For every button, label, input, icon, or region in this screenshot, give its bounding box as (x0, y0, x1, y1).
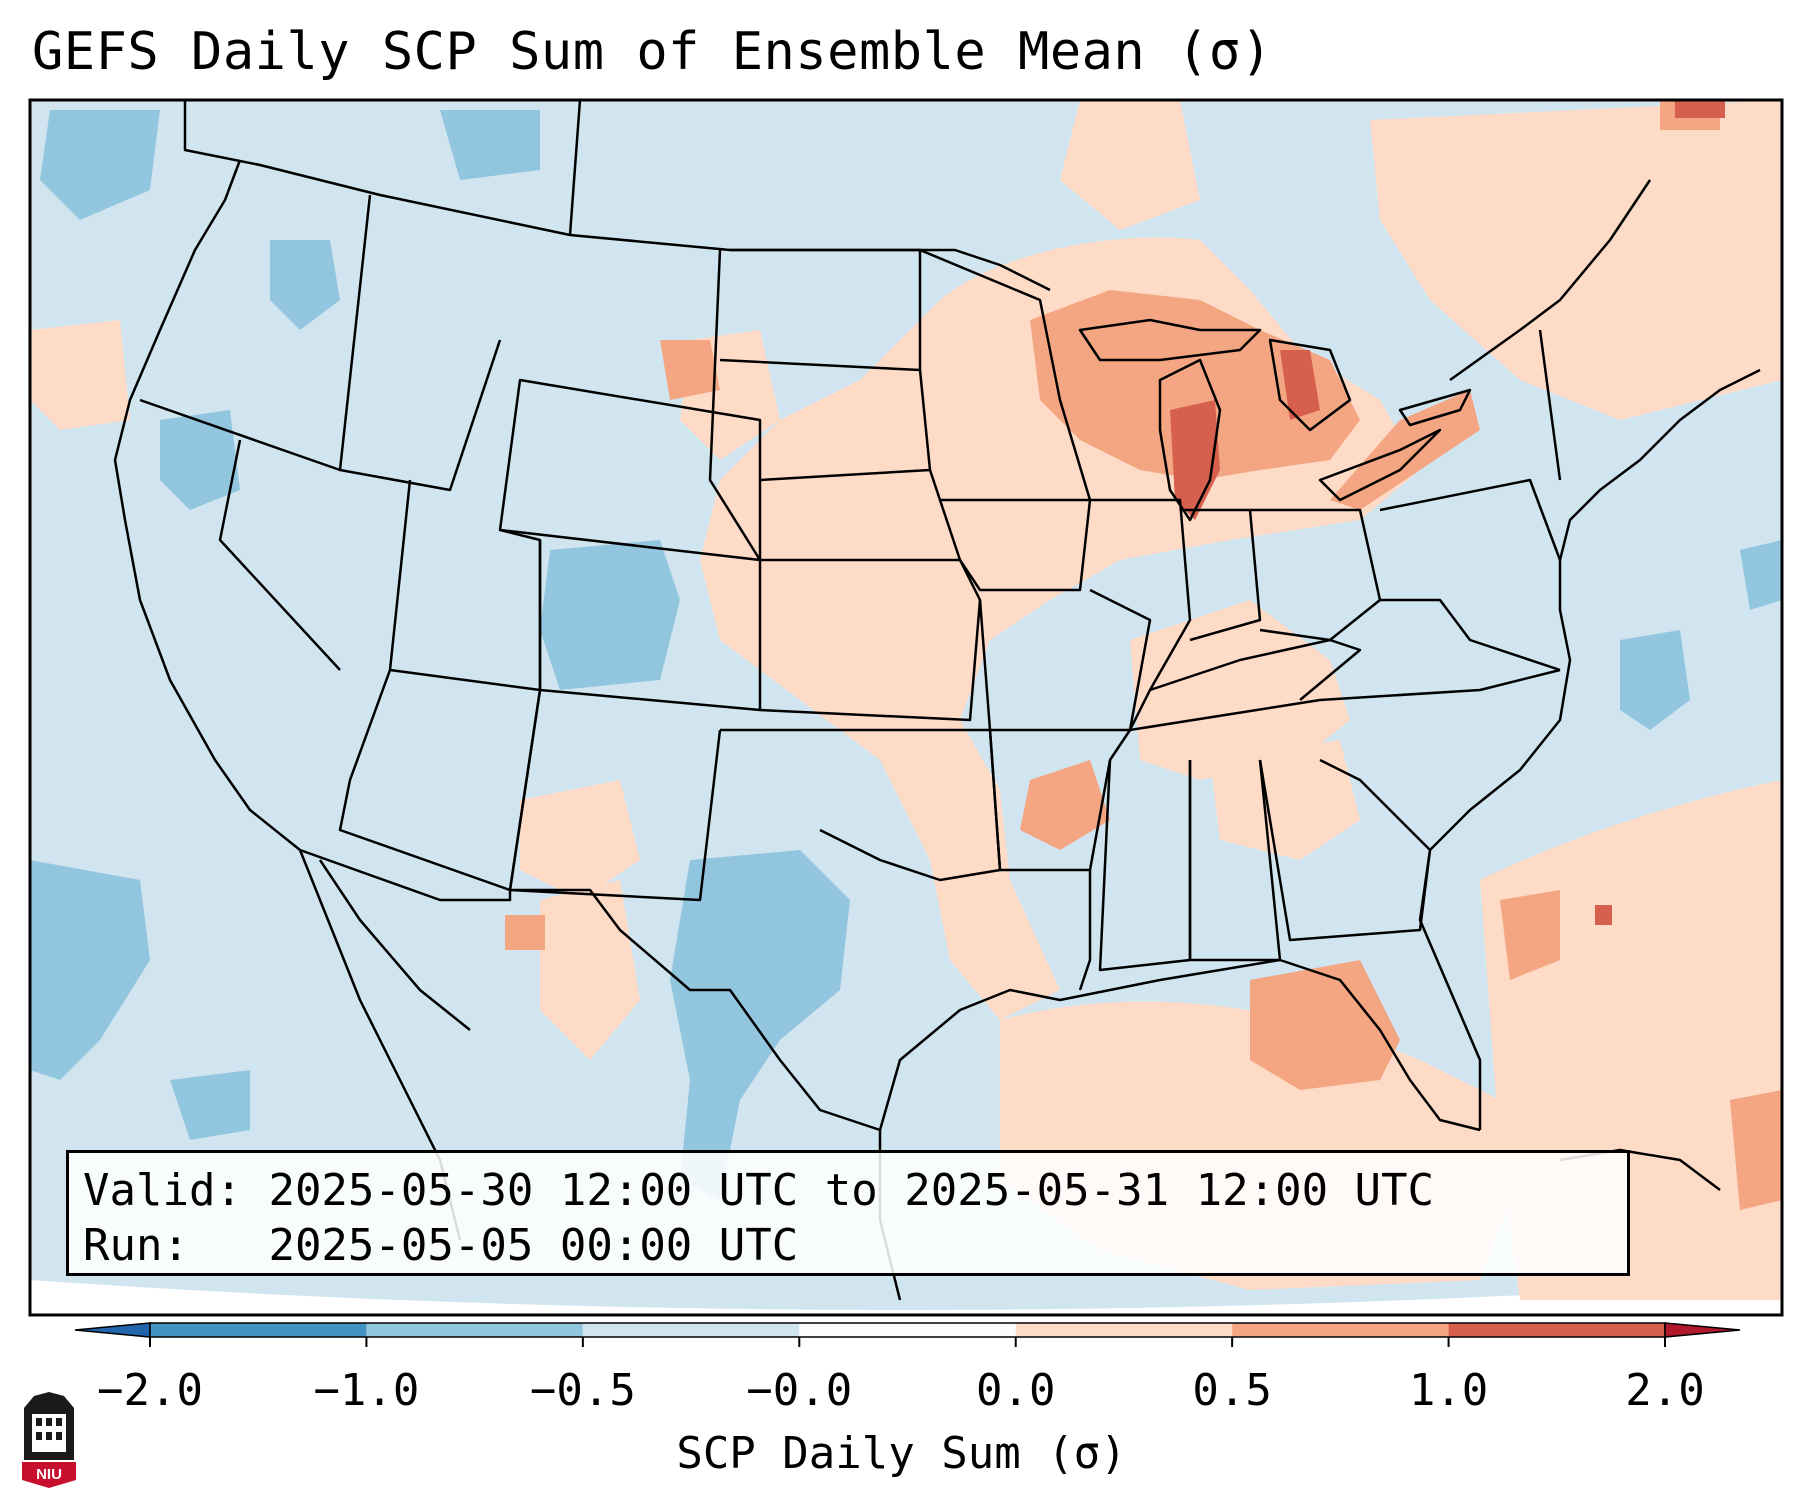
illinois (1090, 498, 1192, 731)
colorbar-label: SCP Daily Sum (σ) (676, 1428, 1127, 1479)
pacific-cool (30, 860, 150, 1080)
colorbar-tick-label: 0.5 (1192, 1365, 1272, 1416)
dakotas-w (708, 249, 762, 561)
atlantic-cool (1620, 630, 1690, 730)
pacific-warm (30, 320, 130, 430)
colorbar (74, 1322, 1741, 1347)
colorbar-segment (799, 1323, 1016, 1337)
east-coast (1418, 368, 1761, 1130)
run-value: 2025-05-05 00:00 UTC (268, 1220, 799, 1271)
atlantic-mid (1500, 890, 1560, 980)
oregon-cool (160, 410, 240, 510)
or-ca (139, 398, 341, 472)
info-box: Valid: 2025-05-30 12:00 UTC to 2025-05-3… (66, 1150, 1630, 1276)
gulf-california (318, 859, 471, 1031)
colorbar-segment (582, 1323, 800, 1337)
alabama (1188, 759, 1282, 962)
colorbar-tick-label: 0.0 (975, 1365, 1056, 1416)
colorbar-tick-label: −0.0 (746, 1365, 853, 1416)
ohio-warm (1130, 600, 1350, 780)
ny-vt (1538, 329, 1562, 481)
niu-logo-icon: NIU (22, 1392, 76, 1488)
bc-cool (40, 110, 160, 220)
colorado (538, 540, 762, 712)
mt-border-w (568, 100, 582, 236)
alberta-cool (440, 110, 540, 180)
lake-erie (1318, 428, 1442, 502)
lake-ontario (1398, 388, 1472, 427)
great-lakes-mid (1030, 290, 1360, 480)
colorbar-segment (1232, 1323, 1449, 1337)
colorbar-tick-label: −0.5 (529, 1365, 636, 1416)
lake-michigan-high (1170, 400, 1220, 520)
new-mexico (508, 689, 722, 902)
atlantic-high (1595, 905, 1612, 925)
valid-value: 2025-05-30 12:00 UTC to 2025-05-31 12:00… (268, 1165, 1435, 1216)
indiana (1180, 508, 1262, 642)
louisiana (1078, 870, 1092, 991)
colorbar-segment (366, 1323, 583, 1337)
colorbar-tick-label: −2.0 (97, 1365, 203, 1416)
valid-label: Valid: (83, 1165, 242, 1216)
canada-east-warm (1370, 100, 1782, 420)
idaho (338, 194, 502, 492)
south-dakota (719, 358, 932, 482)
colorbar-tick-label: 2.0 (1625, 1365, 1705, 1416)
far-atlantic-cool (1740, 540, 1782, 610)
texas-cool (670, 850, 850, 1200)
caribbean-mid (1730, 1090, 1782, 1210)
lake-huron-high (1280, 350, 1320, 420)
west-coast (113, 159, 301, 851)
map-field (30, 100, 1782, 1315)
lake-huron (1268, 338, 1352, 432)
off-grid-edge (30, 1280, 1782, 1315)
cool-mid-regions (30, 110, 1782, 1200)
colorbar-segment (1015, 1323, 1233, 1337)
ontario-warm (1060, 100, 1200, 230)
colorbar-extend-low (74, 1322, 151, 1338)
colorado-cool (540, 540, 680, 690)
colorbar-segment (1448, 1323, 1665, 1337)
minnesota-iowa (919, 248, 1092, 502)
warm-mid-regions (505, 100, 1782, 1210)
lake-superior (1078, 318, 1262, 362)
colorbar-tick-label: 1.0 (1408, 1365, 1489, 1416)
montana-mid (660, 340, 720, 400)
arizona-mid (505, 915, 545, 950)
map-frame (28, 98, 1784, 1317)
colorbar-extend-high (1664, 1322, 1741, 1338)
oklahoma (720, 728, 1002, 882)
lake-michigan (1158, 358, 1222, 522)
kentucky (1149, 638, 1362, 701)
gulf-mid (1250, 960, 1400, 1090)
pennsylvania (1379, 478, 1562, 561)
nevada (218, 439, 341, 671)
colorbar-tick-label: −1.0 (313, 1365, 420, 1416)
washington-cool (270, 240, 340, 330)
run-label: Run: (83, 1220, 189, 1271)
arkansas-mid (1020, 760, 1110, 850)
tennessee-nc (1129, 668, 1561, 732)
gulf-coast (878, 958, 1481, 1132)
quebec-high (1675, 100, 1725, 118)
carolina-warm (1210, 740, 1360, 860)
lake-erie-mid (1330, 390, 1480, 510)
borders (113, 100, 1761, 1301)
map-title: GEFS Daily SCP Sum of Ensemble Mean (σ) (32, 22, 1273, 82)
georgia (1258, 758, 1432, 942)
colorbar-outline (149, 1322, 1666, 1338)
virginia (1380, 598, 1561, 672)
mexico-border (299, 848, 881, 1132)
logo-text: NIU (36, 1466, 62, 1483)
ne-canada-border (1449, 179, 1652, 382)
baja-cool (170, 1070, 250, 1140)
colorbar-segment (150, 1323, 367, 1337)
warm-high-regions (1170, 100, 1725, 925)
iowa-missouri (938, 499, 1092, 592)
arizona-warm (520, 780, 640, 900)
